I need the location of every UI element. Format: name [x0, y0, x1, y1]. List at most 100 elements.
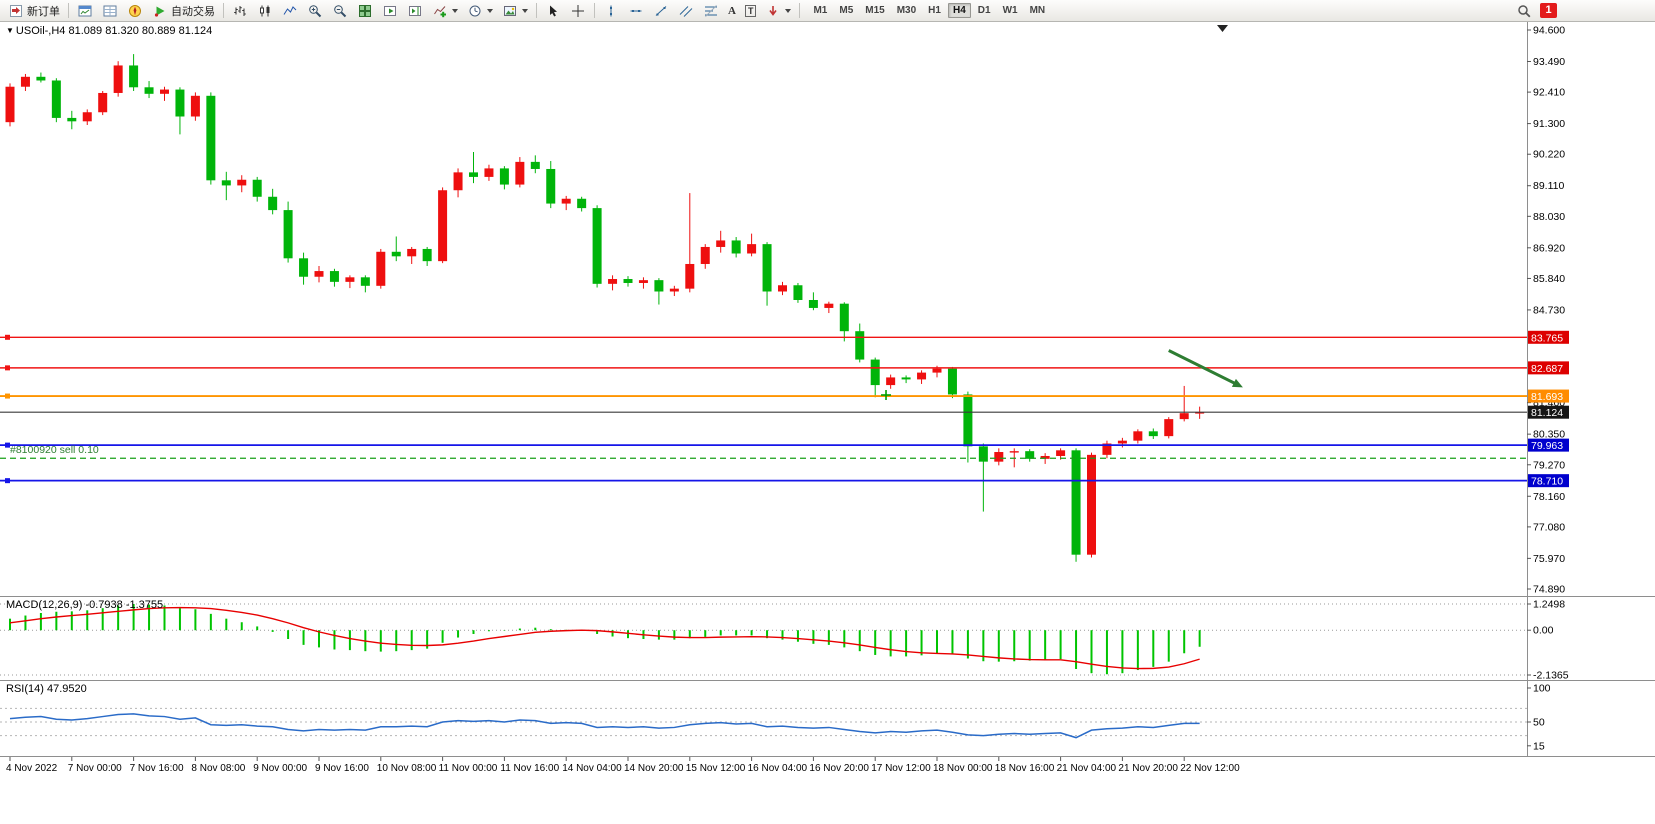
- chart-window-icon: [77, 3, 93, 18]
- fibonacci-button[interactable]: [699, 1, 723, 20]
- toolbar-separator: [223, 3, 224, 18]
- auto-scroll-icon: [382, 3, 398, 18]
- trendline-button[interactable]: [649, 1, 673, 20]
- resistance-line-upper[interactable]: 83.765: [0, 330, 1569, 345]
- chart-shift-marker[interactable]: [1217, 25, 1228, 32]
- candlestick-chart-button[interactable]: [253, 1, 277, 20]
- timeframe-m30[interactable]: M30: [896, 5, 917, 16]
- svg-text:15 Nov 12:00: 15 Nov 12:00: [686, 763, 746, 774]
- svg-text:21 Nov 04:00: 21 Nov 04:00: [1057, 763, 1117, 774]
- candlesticks: [5, 54, 1205, 562]
- svg-text:78.160: 78.160: [1533, 491, 1565, 503]
- svg-text:-2.1365: -2.1365: [1533, 670, 1569, 682]
- fibonacci-icon: [703, 3, 719, 18]
- trend-arrow[interactable]: [1168, 349, 1240, 387]
- svg-text:88.030: 88.030: [1533, 211, 1565, 223]
- zoom-in-button[interactable]: [303, 1, 327, 20]
- chart-window-button[interactable]: [73, 1, 97, 20]
- blue-support-line-lower[interactable]: 78.710: [0, 474, 1569, 488]
- timeframe-m1[interactable]: M1: [813, 5, 828, 16]
- price-axis: 94.600 93.490 92.410 91.300 90.220 89.110 88.0…: [1527, 25, 1565, 596]
- vertical-line-button[interactable]: [599, 1, 623, 20]
- crosshair-button[interactable]: [566, 1, 590, 20]
- svg-text:79.963: 79.963: [1531, 440, 1563, 452]
- notification-badge[interactable]: 1: [1540, 3, 1557, 18]
- current-price-line[interactable]: 81.124: [0, 405, 1569, 420]
- chart-symbol-label: USOil-,H4: [15, 25, 66, 37]
- svg-text:100: 100: [1533, 683, 1551, 695]
- timeframe-m5[interactable]: M5: [839, 5, 854, 16]
- orange-level-line[interactable]: 81.693: [0, 389, 1569, 404]
- equidistant-channel-button[interactable]: [674, 1, 698, 20]
- arrows-dropdown-caret: [785, 8, 792, 13]
- indicators-dropdown-caret: [452, 8, 458, 13]
- tile-windows-button[interactable]: [353, 1, 377, 20]
- svg-text:22 Nov 12:00: 22 Nov 12:00: [1180, 763, 1240, 774]
- periods-button[interactable]: [463, 1, 497, 20]
- templates-button[interactable]: [498, 1, 532, 20]
- svg-text:75.970: 75.970: [1533, 553, 1565, 565]
- svg-text:84.730: 84.730: [1533, 304, 1565, 316]
- svg-text:83.765: 83.765: [1531, 332, 1563, 344]
- search-icon[interactable]: [1516, 3, 1532, 18]
- svg-text:4 Nov 2022: 4 Nov 2022: [6, 763, 58, 774]
- svg-text:78.710: 78.710: [1531, 476, 1563, 488]
- svg-text:10 Nov 08:00: 10 Nov 08:00: [377, 763, 437, 774]
- svg-text:1.2498: 1.2498: [1533, 599, 1565, 611]
- timeframe-m15[interactable]: M15: [865, 5, 885, 16]
- rsi-indicator-label: RSI(14) 47.9520: [6, 683, 87, 695]
- svg-text:80.350: 80.350: [1533, 429, 1565, 441]
- new-order-button[interactable]: 新订单: [4, 1, 64, 20]
- symbol-dropdown-icon[interactable]: ▼: [6, 26, 14, 35]
- svg-text:81.693: 81.693: [1531, 391, 1563, 403]
- svg-text:18 Nov 00:00: 18 Nov 00:00: [933, 763, 993, 774]
- date-axis: 4 Nov 2022 7 Nov 00:00 7 Nov 16:00 8 Nov 08…: [6, 757, 1240, 774]
- rsi-panel: 100 50 15: [0, 683, 1551, 752]
- periods-clock-icon: [467, 3, 483, 18]
- toolbar-separator: [799, 3, 801, 18]
- line-chart-button[interactable]: [278, 1, 302, 20]
- tile-windows-icon: [357, 3, 373, 18]
- toolbar-separator: [68, 3, 69, 18]
- svg-text:89.110: 89.110: [1533, 180, 1564, 192]
- cursor-button[interactable]: [541, 1, 565, 20]
- data-window-button[interactable]: [98, 1, 122, 20]
- svg-text:91.300: 91.300: [1533, 118, 1565, 130]
- timeframe-w1[interactable]: W1: [1002, 5, 1018, 16]
- svg-text:15: 15: [1533, 740, 1545, 752]
- timeframe-d1[interactable]: D1: [977, 5, 991, 16]
- svg-text:21 Nov 20:00: 21 Nov 20:00: [1118, 763, 1178, 774]
- timeframe-h1[interactable]: H1: [928, 5, 941, 16]
- new-order-label: 新订单: [27, 5, 60, 18]
- draw-text-label-button[interactable]: T: [741, 1, 761, 20]
- price-badge: [1528, 361, 1569, 375]
- auto-trading-button[interactable]: 自动交易: [148, 1, 219, 20]
- blue-support-line-upper[interactable]: 79.963: [0, 438, 1569, 453]
- trend-arrow-head[interactable]: [1231, 378, 1243, 388]
- draw-text-icon: A: [728, 4, 736, 17]
- panel-separators: [0, 22, 1655, 757]
- svg-text:18 Nov 16:00: 18 Nov 16:00: [995, 763, 1055, 774]
- horizontal-line-button[interactable]: [624, 1, 648, 20]
- price-badge: [1528, 405, 1569, 419]
- chart-shift-button[interactable]: [403, 1, 427, 20]
- indicators-button[interactable]: [428, 1, 462, 20]
- resistance-line-lower[interactable]: 82.687: [0, 361, 1569, 375]
- arrows-button[interactable]: [761, 1, 795, 20]
- navigator-button[interactable]: [123, 1, 147, 20]
- draw-text-button[interactable]: A: [724, 1, 740, 20]
- svg-text:14 Nov 04:00: 14 Nov 04:00: [562, 763, 622, 774]
- macd-indicator-label: MACD(12,26,9) -0.7938 -1.3755: [6, 599, 164, 611]
- timeframe-mn[interactable]: MN: [1029, 5, 1046, 16]
- timeframe-h4[interactable]: H4: [947, 3, 971, 18]
- svg-text:90.220: 90.220: [1533, 149, 1565, 161]
- zoom-in-icon: [307, 3, 323, 18]
- auto-scroll-button[interactable]: [378, 1, 402, 20]
- draw-text-label-icon: T: [744, 4, 757, 17]
- svg-text:50: 50: [1533, 717, 1545, 729]
- zoom-out-button[interactable]: [328, 1, 352, 20]
- zoom-out-icon: [332, 3, 348, 18]
- chart-shift-icon: [407, 3, 423, 18]
- bar-chart-button[interactable]: [228, 1, 252, 20]
